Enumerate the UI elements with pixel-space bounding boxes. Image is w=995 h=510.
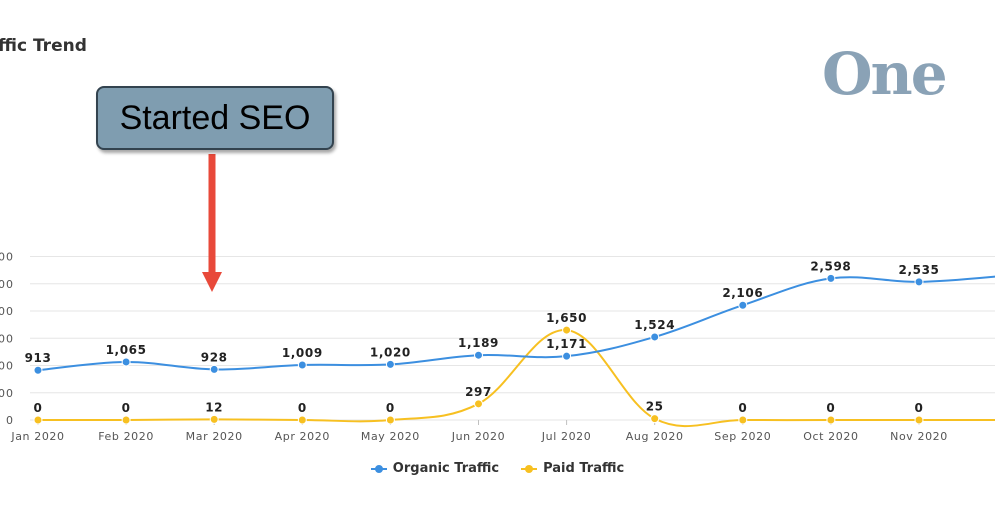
y-tick-label: 00	[0, 278, 14, 291]
x-tick-label: Nov 2020	[890, 430, 948, 443]
y-tick-label: 00	[0, 360, 14, 373]
organic-data-label: 1,171	[546, 337, 587, 351]
paid-point[interactable]	[297, 415, 307, 425]
x-tick-label: Aug 2020	[626, 430, 684, 443]
organic-data-label: 928	[201, 350, 228, 364]
paid-point[interactable]	[209, 414, 219, 424]
y-tick-label: 00	[0, 305, 14, 318]
organic-point[interactable]	[33, 365, 43, 375]
chart-legend: Organic Traffic Paid Traffic	[0, 461, 995, 476]
organic-line-icon	[370, 464, 387, 473]
organic-traffic-line	[37, 275, 995, 372]
paid-line-icon	[521, 464, 538, 473]
organic-data-label: 1,020	[370, 345, 411, 359]
x-axis-ticks: Jan 2020 Feb 2020 Mar 2020 Apr 2020 May 2020…	[10, 420, 948, 443]
x-tick-label: Jan 2020	[10, 430, 64, 443]
paid-data-label: 297	[465, 385, 492, 399]
y-tick-label: 0	[6, 414, 14, 427]
chart-title: ffic Trend	[0, 36, 87, 56]
organic-point[interactable]	[826, 273, 836, 283]
x-tick-label: Sep 2020	[714, 430, 771, 443]
legend-item-paid[interactable]: Paid Traffic	[521, 461, 624, 476]
paid-point[interactable]	[562, 325, 572, 335]
y-tick-label: 00	[0, 332, 14, 345]
y-tick-label: 00	[0, 251, 14, 264]
grid-lines	[30, 256, 995, 421]
paid-data-label: 1,650	[546, 311, 587, 325]
paid-point[interactable]	[121, 415, 131, 425]
organic-point[interactable]	[650, 332, 660, 342]
organic-data-label: 1,524	[634, 318, 675, 332]
x-tick-label: Feb 2020	[98, 430, 154, 443]
x-tick-label: Jun 2020	[451, 430, 505, 443]
organic-point[interactable]	[738, 300, 748, 310]
organic-point[interactable]	[209, 364, 219, 374]
paid-point[interactable]	[914, 415, 924, 425]
x-tick-label: May 2020	[361, 430, 420, 443]
paid-point[interactable]	[385, 415, 395, 425]
y-tick-label: 00	[0, 387, 14, 400]
arrow-head	[202, 272, 222, 292]
paid-data-label: 0	[34, 401, 43, 415]
paid-traffic-line	[37, 329, 995, 428]
x-tick-label: Jul 2020	[541, 430, 592, 443]
organic-point[interactable]	[385, 359, 395, 369]
paid-data-label: 0	[915, 401, 924, 415]
paid-point[interactable]	[826, 415, 836, 425]
organic-data-label: 2,598	[810, 259, 851, 273]
paid-data-label: 0	[826, 401, 835, 415]
paid-point[interactable]	[33, 415, 43, 425]
paid-data-label: 12	[205, 400, 223, 414]
legend-item-organic[interactable]: Organic Traffic	[370, 461, 500, 476]
paid-data-label: 25	[646, 400, 664, 414]
organic-data-label: 1,189	[458, 336, 499, 350]
organic-point[interactable]	[562, 351, 572, 361]
paid-data-label: 0	[738, 401, 747, 415]
paid-point[interactable]	[650, 414, 660, 424]
organic-point[interactable]	[297, 360, 307, 370]
organic-data-label: 1,009	[282, 346, 323, 360]
paid-point[interactable]	[474, 399, 483, 409]
organic-point[interactable]	[474, 350, 483, 360]
organic-point[interactable]	[121, 357, 131, 367]
data-labels: 0 0 12 0 0 297 1,650 25 0 0 0 913 1,065 928 1,009 1,020…	[25, 259, 940, 415]
paid-data-label: 0	[386, 401, 395, 415]
x-tick-label: Mar 2020	[186, 430, 243, 443]
organic-data-label: 2,535	[899, 263, 940, 277]
organic-data-label: 1,065	[106, 343, 147, 357]
x-tick-label: Apr 2020	[275, 430, 330, 443]
paid-data-label: 0	[298, 401, 307, 415]
logo-text: One	[822, 40, 948, 108]
organic-data-label: 2,106	[722, 286, 763, 300]
series-lines	[33, 273, 995, 428]
annotation-arrow	[202, 154, 222, 292]
x-tick-label: Oct 2020	[803, 430, 858, 443]
organic-point[interactable]	[914, 277, 924, 287]
paid-point[interactable]	[738, 415, 748, 425]
paid-data-label: 0	[122, 401, 131, 415]
organic-data-label: 913	[25, 351, 52, 365]
legend-label-organic: Organic Traffic	[392, 461, 500, 476]
legend-label-paid: Paid Traffic	[543, 461, 625, 476]
started-seo-callout: Started SEO	[96, 86, 334, 150]
